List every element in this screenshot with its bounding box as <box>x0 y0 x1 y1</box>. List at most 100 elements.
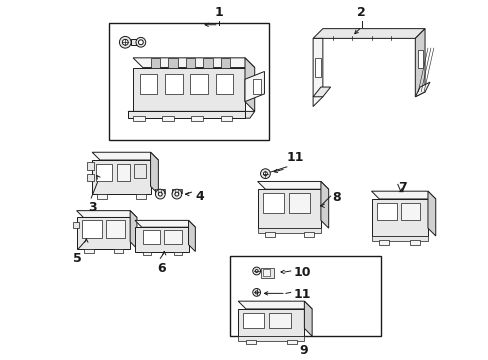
Polygon shape <box>168 58 178 68</box>
Bar <box>73 222 79 228</box>
Bar <box>140 75 157 94</box>
Polygon shape <box>133 58 254 68</box>
Bar <box>131 39 139 45</box>
Bar <box>113 249 123 253</box>
Polygon shape <box>150 152 158 194</box>
Text: 11: 11 <box>286 151 304 164</box>
Polygon shape <box>238 301 311 309</box>
Circle shape <box>263 172 267 176</box>
Polygon shape <box>128 111 254 118</box>
Polygon shape <box>312 39 322 107</box>
Bar <box>128 111 244 118</box>
Polygon shape <box>220 58 230 68</box>
Bar <box>82 220 102 238</box>
Circle shape <box>155 189 165 199</box>
Bar <box>172 189 182 193</box>
Polygon shape <box>244 58 254 111</box>
Text: 2: 2 <box>357 6 366 19</box>
Bar <box>417 50 422 68</box>
Bar <box>269 313 290 328</box>
Bar <box>190 75 207 94</box>
Text: 10: 10 <box>293 266 310 279</box>
Circle shape <box>260 169 270 179</box>
Bar <box>105 220 125 238</box>
Circle shape <box>252 267 260 275</box>
Polygon shape <box>244 72 264 102</box>
Bar <box>238 309 304 336</box>
Bar <box>400 203 419 220</box>
Bar <box>133 116 144 121</box>
Polygon shape <box>320 181 328 228</box>
Bar <box>409 240 419 245</box>
Polygon shape <box>371 191 435 199</box>
Bar <box>135 227 188 252</box>
Bar <box>97 194 106 199</box>
Bar <box>262 269 270 276</box>
Bar <box>215 75 233 94</box>
Circle shape <box>138 40 143 45</box>
Bar <box>133 68 244 111</box>
Bar <box>162 116 174 121</box>
Bar <box>257 228 320 233</box>
Bar <box>116 164 130 181</box>
Bar <box>260 268 274 278</box>
Bar <box>230 256 381 336</box>
Bar <box>96 164 111 181</box>
Polygon shape <box>304 301 311 336</box>
Circle shape <box>175 192 179 196</box>
Bar <box>238 336 304 341</box>
Bar <box>84 249 94 253</box>
Text: 9: 9 <box>299 344 307 357</box>
Bar <box>245 340 255 344</box>
Bar <box>286 340 296 344</box>
Polygon shape <box>203 58 212 68</box>
Circle shape <box>255 270 258 273</box>
Circle shape <box>136 37 145 47</box>
Text: 7: 7 <box>397 181 406 194</box>
Bar <box>314 58 320 77</box>
Bar <box>371 199 427 236</box>
Bar <box>265 232 275 237</box>
Polygon shape <box>130 211 137 249</box>
Bar <box>142 252 150 255</box>
Polygon shape <box>414 29 424 97</box>
Circle shape <box>119 36 131 48</box>
Polygon shape <box>185 58 195 68</box>
Bar <box>92 160 150 194</box>
Circle shape <box>172 189 182 199</box>
Bar <box>136 194 145 199</box>
Bar <box>108 23 269 140</box>
Bar <box>288 193 309 213</box>
Bar <box>134 164 145 177</box>
Bar <box>142 230 160 244</box>
Circle shape <box>255 291 258 294</box>
Text: 1: 1 <box>214 6 223 19</box>
Circle shape <box>158 192 162 196</box>
Bar <box>87 174 94 181</box>
Bar <box>155 189 165 193</box>
Polygon shape <box>188 220 195 252</box>
Bar <box>164 230 182 244</box>
Bar <box>87 162 94 170</box>
Text: 5: 5 <box>73 252 81 265</box>
Text: 3: 3 <box>88 201 97 214</box>
Polygon shape <box>414 82 429 97</box>
Bar <box>262 193 284 213</box>
Bar <box>252 79 260 94</box>
Bar <box>379 240 388 245</box>
Bar <box>165 75 183 94</box>
Text: 6: 6 <box>157 262 166 275</box>
Bar <box>77 217 130 249</box>
Polygon shape <box>257 181 328 189</box>
Bar <box>243 313 264 328</box>
Polygon shape <box>312 87 330 97</box>
Text: 8: 8 <box>332 191 341 204</box>
Bar <box>377 203 396 220</box>
Bar <box>174 252 182 255</box>
Bar <box>220 116 232 121</box>
Text: 11: 11 <box>293 288 310 301</box>
Polygon shape <box>312 29 424 39</box>
Circle shape <box>122 39 128 45</box>
Bar <box>304 232 313 237</box>
Circle shape <box>252 288 260 296</box>
